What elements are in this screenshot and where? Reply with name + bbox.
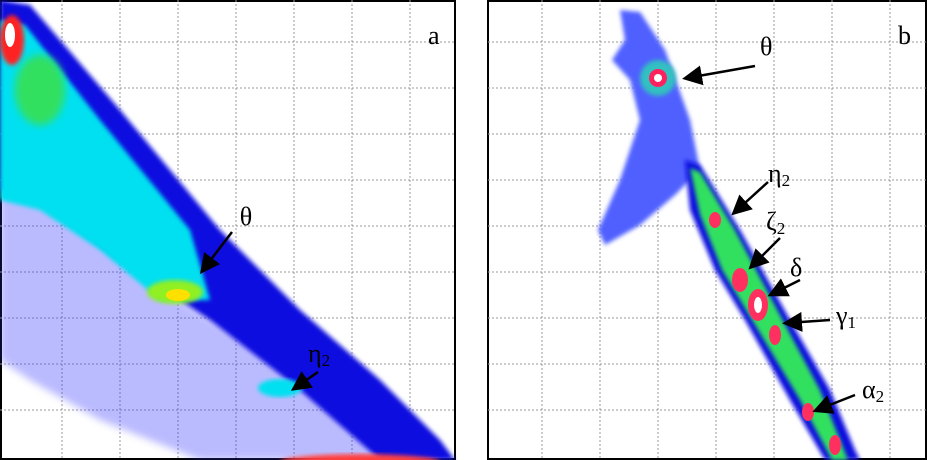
text: ζ <box>766 207 777 236</box>
text: γ <box>835 301 848 330</box>
text: 1 <box>848 313 857 332</box>
text: α <box>862 375 876 404</box>
text: θ <box>760 32 772 61</box>
panel-a: θ η2 a <box>0 0 455 460</box>
annotation: δ <box>790 253 802 282</box>
panel-b: θ η2 ζ2 δ γ1 α2 b <box>488 0 927 460</box>
text: 2 <box>777 219 786 238</box>
panel-label: a <box>428 21 440 50</box>
text: η <box>308 339 322 368</box>
text: η <box>768 159 782 188</box>
text: 2 <box>782 171 791 190</box>
annotation: θ <box>760 32 772 61</box>
figure: θ η2 a <box>0 0 927 460</box>
text: θ <box>240 202 252 231</box>
annotation: θ <box>240 202 252 231</box>
text: 2 <box>876 387 885 406</box>
panel-label: b <box>898 21 911 50</box>
text: δ <box>790 253 802 282</box>
text: 2 <box>322 351 331 370</box>
